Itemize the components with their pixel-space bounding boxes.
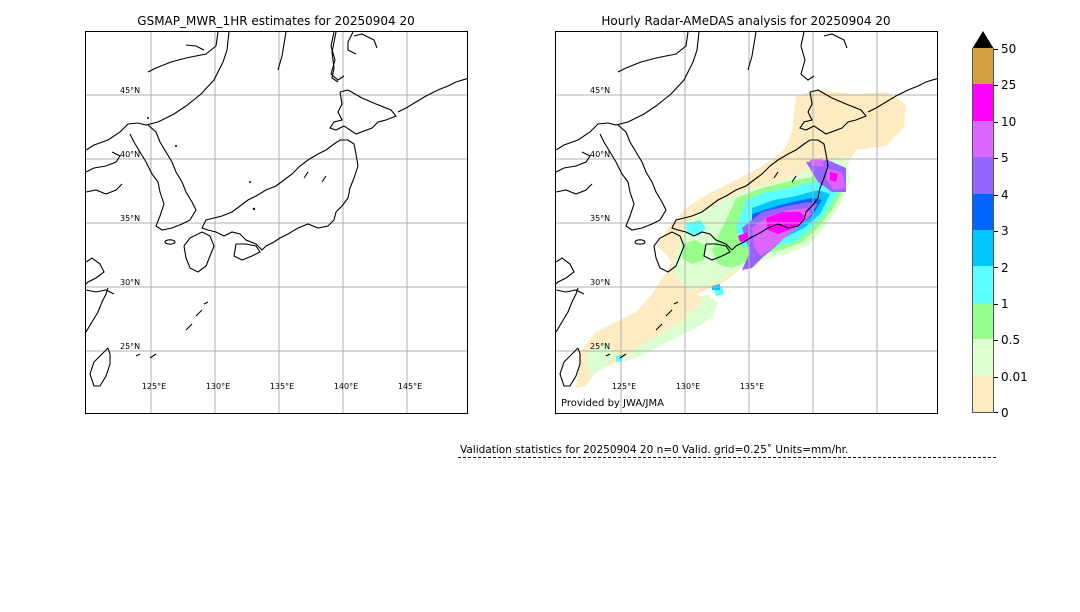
precipitation-field xyxy=(576,90,906,388)
lat-label-35: 35°N xyxy=(590,214,611,223)
colorbar-tick xyxy=(994,412,998,413)
colorbar-label-4: 4 xyxy=(1001,188,1009,202)
lat-label-30: 30°N xyxy=(590,278,611,287)
colorbar-label-0.5: 0.5 xyxy=(1001,333,1021,347)
validation-statistics: Validation statistics for 20250904 20 n=… xyxy=(460,444,849,456)
colorbar-label-5: 5 xyxy=(1001,151,1009,165)
lon-label-135: 135°E xyxy=(739,382,765,391)
colorbar-seg-5 xyxy=(973,193,993,230)
lat-label-35: 35°N xyxy=(120,214,141,223)
graticule xyxy=(86,32,467,413)
colorbar-label-1: 1 xyxy=(1001,297,1009,311)
graticule xyxy=(556,32,937,413)
colorbar-seg-6 xyxy=(973,157,993,194)
colorbar-seg-4 xyxy=(973,230,993,267)
colorbar-tick xyxy=(994,267,998,268)
colorbar-label-3: 3 xyxy=(1001,224,1009,238)
colorbar-seg-8 xyxy=(973,84,993,121)
colorbar-label-2: 2 xyxy=(1001,261,1009,275)
left-map-canvas xyxy=(86,32,467,413)
lon-label-125: 125°E xyxy=(141,382,167,391)
colorbar-label-25: 25 xyxy=(1001,78,1017,92)
lon-label-135: 135°E xyxy=(269,382,295,391)
right-map-canvas xyxy=(556,32,937,413)
left-map-title: GSMAP_MWR_1HR estimates for 20250904 20 xyxy=(137,14,415,28)
colorbar-tick xyxy=(994,377,998,378)
lat-label-40: 40°N xyxy=(120,150,141,159)
lon-label-130: 130°E xyxy=(205,382,231,391)
colorbar-label-0.01: 0.01 xyxy=(1001,370,1028,384)
colorbar-seg-3 xyxy=(973,266,993,303)
right-map-radar-amedas: 45°N 40°N 35°N 30°N 25°N 125°E 130°E 135… xyxy=(555,31,938,414)
colorbar-label-10: 10 xyxy=(1001,115,1017,129)
lat-label-45: 45°N xyxy=(120,86,141,95)
validation-divider xyxy=(458,457,996,458)
lat-label-25: 25°N xyxy=(590,342,611,351)
coastlines xyxy=(556,32,937,387)
colorbar-seg-1 xyxy=(973,339,993,376)
colorbar-tick xyxy=(994,158,998,159)
left-map-gsmap: 45°N 40°N 35°N 30°N 25°N 125°E 130°E 135… xyxy=(85,31,468,414)
colorbar-tick xyxy=(994,122,998,123)
lon-label-140: 140°E xyxy=(333,382,359,391)
lat-label-40: 40°N xyxy=(590,150,611,159)
precipitation-colorbar xyxy=(972,48,994,413)
colorbar-tick xyxy=(994,85,998,86)
right-map-title: Hourly Radar-AMeDAS analysis for 2025090… xyxy=(601,14,891,28)
lat-label-25: 25°N xyxy=(120,342,141,351)
colorbar-seg-2 xyxy=(973,302,993,340)
colorbar-tick xyxy=(994,49,998,50)
colorbar-seg-9 xyxy=(973,48,993,85)
colorbar-seg-0 xyxy=(973,375,993,412)
colorbar-tick xyxy=(994,340,998,341)
colorbar-extend-max-triangle xyxy=(972,31,994,49)
data-credit: Provided by JWA/JMA xyxy=(561,398,664,409)
colorbar-label-50: 50 xyxy=(1001,42,1017,56)
lon-label-130: 130°E xyxy=(675,382,701,391)
colorbar-tick xyxy=(994,195,998,196)
coastlines xyxy=(86,32,467,387)
lat-label-30: 30°N xyxy=(120,278,141,287)
small-islands xyxy=(147,117,256,211)
lat-label-45: 45°N xyxy=(590,86,611,95)
colorbar-tick xyxy=(994,231,998,232)
lon-label-125: 125°E xyxy=(611,382,637,391)
lon-label-145: 145°E xyxy=(397,382,423,391)
colorbar-label-0: 0 xyxy=(1001,406,1009,420)
colorbar-tick xyxy=(994,304,998,305)
colorbar-seg-7 xyxy=(973,120,993,158)
